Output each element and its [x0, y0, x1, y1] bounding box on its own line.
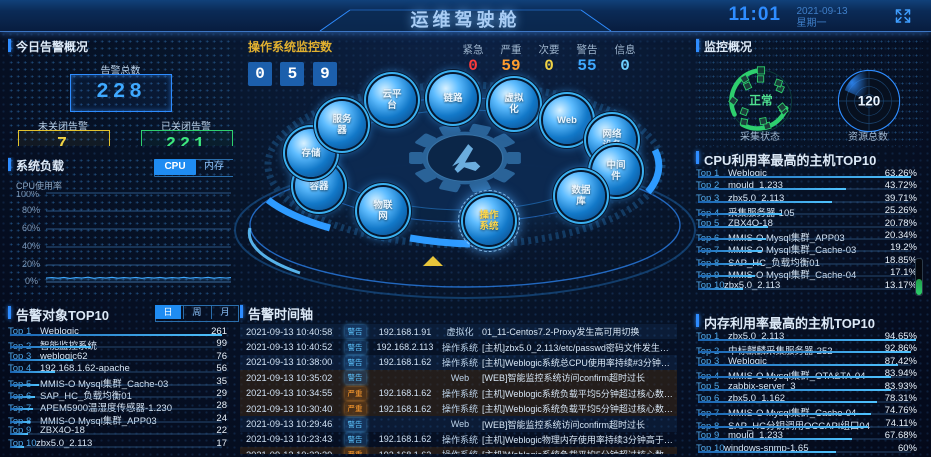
svg-text:正常: 正常 — [749, 94, 772, 108]
svg-text:120: 120 — [858, 94, 881, 109]
